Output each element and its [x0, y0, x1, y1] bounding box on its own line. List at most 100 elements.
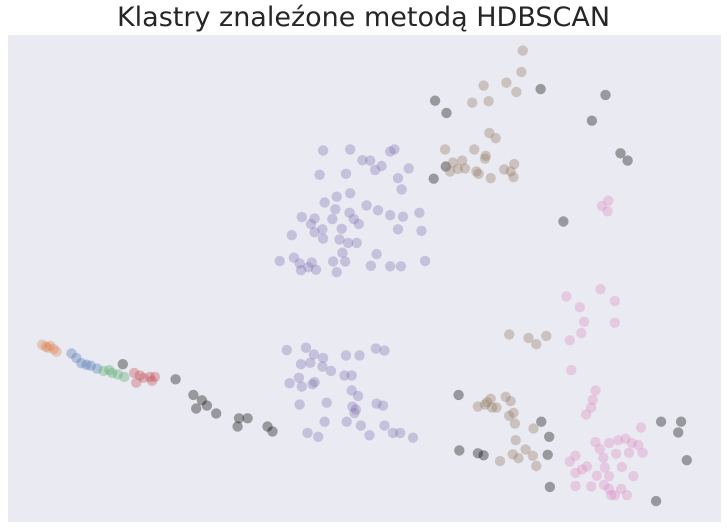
- data-point-cluster-noise: [472, 448, 484, 459]
- data-point-cluster-5: [517, 45, 528, 56]
- data-point-cluster-5: [507, 449, 518, 460]
- data-point-cluster-6: [591, 470, 603, 481]
- data-point-cluster-noise: [201, 400, 213, 411]
- data-point-cluster-5: [541, 330, 552, 342]
- data-point-cluster-4: [342, 237, 354, 249]
- data-point-cluster-4: [330, 204, 341, 215]
- data-point-cluster-5: [523, 332, 534, 344]
- data-point-cluster-5: [504, 329, 515, 340]
- data-point-cluster-4: [403, 163, 414, 174]
- data-point-cluster-6: [603, 195, 614, 206]
- data-point-cluster-4: [372, 205, 384, 216]
- data-point-cluster-6: [602, 206, 613, 217]
- data-point-cluster-noise: [232, 421, 243, 432]
- data-point-cluster-4: [305, 218, 317, 230]
- data-point-cluster-4: [354, 350, 365, 361]
- data-point-cluster-6: [603, 471, 615, 482]
- data-point-cluster-5: [467, 97, 478, 108]
- data-point-cluster-4: [317, 233, 329, 244]
- data-point-cluster-4: [321, 397, 332, 408]
- data-point-cluster-3: [131, 377, 142, 388]
- data-point-cluster-4: [327, 256, 339, 267]
- data-point-cluster-1: [76, 358, 87, 369]
- data-point-cluster-5: [469, 144, 480, 155]
- data-point-cluster-5: [444, 166, 456, 177]
- data-point-cluster-4: [414, 207, 425, 218]
- data-point-cluster-6: [598, 479, 610, 491]
- data-point-cluster-3: [129, 367, 140, 379]
- data-point-cluster-6: [613, 435, 624, 446]
- data-point-cluster-4: [274, 255, 285, 267]
- data-point-cluster-4: [377, 400, 389, 411]
- data-point-cluster-noise: [586, 115, 598, 126]
- data-point-cluster-6: [611, 448, 622, 459]
- data-point-cluster-4: [340, 168, 352, 179]
- data-point-cluster-6: [561, 291, 572, 302]
- data-point-cluster-0: [37, 339, 48, 350]
- data-point-cluster-4: [379, 345, 390, 356]
- data-point-cluster-4: [293, 372, 305, 383]
- data-point-cluster-4: [385, 146, 396, 157]
- data-point-cluster-4: [416, 225, 427, 236]
- data-point-cluster-5: [513, 453, 524, 464]
- data-point-cluster-4: [295, 265, 307, 276]
- data-point-cluster-0: [48, 343, 59, 355]
- data-point-cluster-3: [138, 372, 149, 383]
- data-point-cluster-noise: [441, 107, 452, 119]
- data-point-cluster-6: [581, 461, 593, 472]
- data-point-cluster-5: [486, 402, 498, 413]
- data-point-cluster-noise: [267, 426, 278, 437]
- data-point-cluster-noise: [675, 416, 687, 427]
- data-point-cluster-2: [106, 367, 118, 379]
- data-point-cluster-noise: [170, 374, 181, 385]
- data-point-cluster-4: [296, 381, 307, 392]
- data-point-cluster-4: [344, 207, 355, 218]
- data-point-cluster-5: [501, 77, 512, 88]
- data-point-cluster-6: [637, 447, 648, 458]
- data-point-cluster-4: [352, 390, 364, 402]
- data-point-cluster-4: [392, 224, 404, 235]
- data-point-cluster-6: [570, 480, 581, 492]
- data-point-cluster-5: [531, 339, 542, 350]
- data-point-cluster-4: [357, 155, 368, 166]
- data-point-cluster-noise: [655, 416, 667, 427]
- data-point-cluster-5: [499, 164, 510, 175]
- data-point-cluster-5: [516, 66, 527, 78]
- data-point-cluster-noise: [673, 427, 684, 438]
- data-point-cluster-4: [309, 377, 320, 388]
- data-point-cluster-noise: [615, 148, 626, 159]
- data-point-cluster-6: [576, 327, 587, 339]
- data-point-cluster-2: [119, 371, 130, 383]
- data-point-cluster-5: [494, 455, 506, 467]
- data-point-cluster-noise: [262, 421, 273, 432]
- data-point-cluster-5: [520, 444, 531, 455]
- data-point-cluster-noise: [440, 161, 451, 172]
- points-layer: [37, 45, 692, 507]
- data-point-cluster-noise: [242, 413, 253, 424]
- data-point-cluster-4: [340, 350, 352, 361]
- data-point-cluster-5: [508, 172, 519, 183]
- data-point-cluster-6: [586, 402, 597, 413]
- data-point-cluster-4: [387, 427, 399, 439]
- data-point-cluster-4: [307, 379, 318, 390]
- data-point-cluster-5: [479, 399, 491, 410]
- data-point-cluster-6: [626, 437, 638, 449]
- data-point-cluster-4: [319, 197, 330, 208]
- data-point-cluster-4: [348, 213, 359, 225]
- data-point-cluster-6: [621, 490, 633, 501]
- data-point-cluster-1: [66, 348, 77, 359]
- data-point-cluster-noise: [535, 83, 546, 95]
- data-point-cluster-4: [337, 247, 348, 258]
- data-point-cluster-4: [392, 173, 404, 184]
- data-point-cluster-6: [578, 316, 590, 327]
- data-point-cluster-4: [353, 218, 364, 230]
- data-point-cluster-4: [300, 342, 312, 353]
- data-point-cluster-4: [361, 200, 372, 211]
- data-point-cluster-4: [419, 255, 431, 267]
- data-point-cluster-6: [623, 447, 635, 458]
- data-point-cluster-4: [339, 370, 350, 381]
- data-point-cluster-5: [485, 393, 496, 404]
- data-point-cluster-4: [365, 260, 377, 271]
- data-point-cluster-3: [149, 371, 161, 383]
